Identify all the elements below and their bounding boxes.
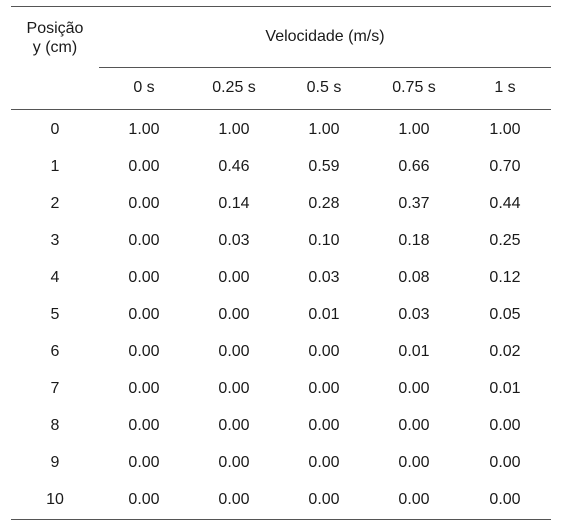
velocity-value-cell: 0.00 — [218, 380, 250, 397]
velocity-value-cell: 0.00 — [128, 454, 160, 471]
table-row: 9 0.00 0.00 0.00 0.00 0.00 — [11, 445, 551, 482]
velocity-group-header: Velocidade (m/s) — [99, 6, 551, 68]
velocity-value-cell: 0.00 — [128, 269, 160, 286]
velocity-value-cell: 0.00 — [128, 380, 160, 397]
column-header-time: 0.25 s — [212, 79, 256, 96]
velocity-value-cell: 0.25 — [489, 232, 521, 249]
velocity-value-cell: 0.00 — [398, 417, 430, 434]
row-position-cell: 1 — [50, 158, 60, 175]
velocity-value-cell: 1.00 — [218, 121, 250, 138]
table-row: 5 0.00 0.00 0.01 0.03 0.05 — [11, 297, 551, 334]
velocity-value-cell: 0.66 — [398, 158, 430, 175]
velocity-value-cell: 0.00 — [308, 343, 340, 360]
velocity-value-cell: 0.03 — [218, 232, 250, 249]
velocity-value-cell: 1.00 — [128, 121, 160, 138]
velocity-value-cell: 0.00 — [99, 481, 189, 520]
velocity-value-cell: 0.01 — [489, 380, 521, 397]
velocity-value-cell: 0.10 — [308, 232, 340, 249]
table-row: 0 1.00 1.00 1.00 1.00 1.00 — [11, 109, 551, 149]
table-body: 0 1.00 1.00 1.00 1.00 1.00 1 0.00 0.46 0.59 0.66 0.… — [11, 109, 551, 520]
header-empty-cell — [11, 67, 99, 109]
velocity-value-cell: 0.59 — [308, 158, 340, 175]
row-position-cell: 0 — [50, 121, 60, 138]
velocity-value-cell: 0.00 — [279, 481, 369, 520]
row-position-cell: 8 — [50, 417, 60, 434]
velocity-value-cell: 0.00 — [398, 454, 430, 471]
velocity-value-cell: 0.00 — [489, 417, 521, 434]
velocity-value-cell: 0.00 — [218, 306, 250, 323]
table-header: Posição y (cm) Velocidade (m/s) 0 s 0.25… — [11, 6, 551, 110]
position-header-line1: Posição — [26, 20, 84, 37]
velocity-value-cell: 0.00 — [489, 454, 521, 471]
velocity-value-cell: 0.00 — [218, 417, 250, 434]
table-row: 10 0.00 0.00 0.00 0.00 0.00 — [11, 481, 551, 520]
velocity-value-cell: 0.00 — [218, 269, 250, 286]
velocity-value-cell: 1.00 — [308, 121, 340, 138]
header-row-times: 0 s 0.25 s 0.5 s 0.75 s 1 s — [11, 67, 551, 109]
velocity-value-cell: 0.12 — [489, 269, 521, 286]
velocity-value-cell: 0.37 — [398, 195, 430, 212]
velocity-value-cell: 0.08 — [398, 269, 430, 286]
velocity-value-cell: 0.46 — [218, 158, 250, 175]
table-row: 4 0.00 0.00 0.03 0.08 0.12 — [11, 260, 551, 297]
table-row: 7 0.00 0.00 0.00 0.00 0.01 — [11, 371, 551, 408]
table-row: 1 0.00 0.46 0.59 0.66 0.70 — [11, 149, 551, 186]
velocity-value-cell: 0.00 — [189, 481, 279, 520]
table-row: 6 0.00 0.00 0.00 0.01 0.02 — [11, 334, 551, 371]
velocity-value-cell: 0.00 — [369, 481, 459, 520]
column-header-time: 1 s — [494, 79, 516, 96]
position-header: Posição y (cm) — [11, 6, 99, 67]
velocity-value-cell: 0.00 — [459, 481, 551, 520]
velocity-value-cell: 1.00 — [489, 121, 521, 138]
velocity-value-cell: 0.00 — [218, 454, 250, 471]
velocity-value-cell: 0.00 — [128, 417, 160, 434]
row-position-cell: 4 — [50, 269, 60, 286]
velocity-value-cell: 0.05 — [489, 306, 521, 323]
velocity-value-cell: 0.00 — [128, 306, 160, 323]
row-position-cell: 5 — [50, 306, 60, 323]
row-position-cell: 9 — [50, 454, 60, 471]
velocity-table: Posição y (cm) Velocidade (m/s) 0 s 0.25… — [11, 6, 551, 520]
row-position-cell: 7 — [50, 380, 60, 397]
velocity-value-cell: 0.00 — [398, 380, 430, 397]
table-row: 3 0.00 0.03 0.10 0.18 0.25 — [11, 223, 551, 260]
velocity-value-cell: 0.02 — [489, 343, 521, 360]
position-header-line2: y (cm) — [32, 39, 78, 56]
velocity-value-cell: 0.03 — [398, 306, 430, 323]
velocity-value-cell: 0.00 — [128, 195, 160, 212]
velocity-value-cell: 0.14 — [218, 195, 250, 212]
row-position-cell: 2 — [50, 195, 60, 212]
velocity-value-cell: 0.28 — [308, 195, 340, 212]
velocity-value-cell: 1.00 — [398, 121, 430, 138]
velocity-value-cell: 0.00 — [308, 380, 340, 397]
velocity-value-cell: 0.44 — [489, 195, 521, 212]
velocity-value-cell: 0.00 — [128, 158, 160, 175]
table-row: 2 0.00 0.14 0.28 0.37 0.44 — [11, 186, 551, 223]
row-position-cell: 10 — [11, 481, 99, 520]
row-position-cell: 3 — [50, 232, 60, 249]
velocity-value-cell: 0.00 — [128, 232, 160, 249]
velocity-value-cell: 0.18 — [398, 232, 430, 249]
velocity-value-cell: 0.01 — [308, 306, 340, 323]
row-position-cell: 6 — [50, 343, 60, 360]
velocity-value-cell: 0.00 — [128, 343, 160, 360]
velocity-value-cell: 0.70 — [489, 158, 521, 175]
velocity-value-cell: 0.00 — [218, 343, 250, 360]
velocity-value-cell: 0.00 — [308, 454, 340, 471]
velocity-value-cell: 0.00 — [308, 417, 340, 434]
column-header-time: 0.5 s — [306, 79, 342, 96]
table-row: 8 0.00 0.00 0.00 0.00 0.00 — [11, 408, 551, 445]
header-row-group: Posição y (cm) Velocidade (m/s) — [11, 6, 551, 68]
velocity-value-cell: 0.01 — [398, 343, 430, 360]
velocity-value-cell: 0.03 — [308, 269, 340, 286]
column-header-time: 0.75 s — [392, 79, 436, 96]
column-header-time: 0 s — [133, 79, 155, 96]
